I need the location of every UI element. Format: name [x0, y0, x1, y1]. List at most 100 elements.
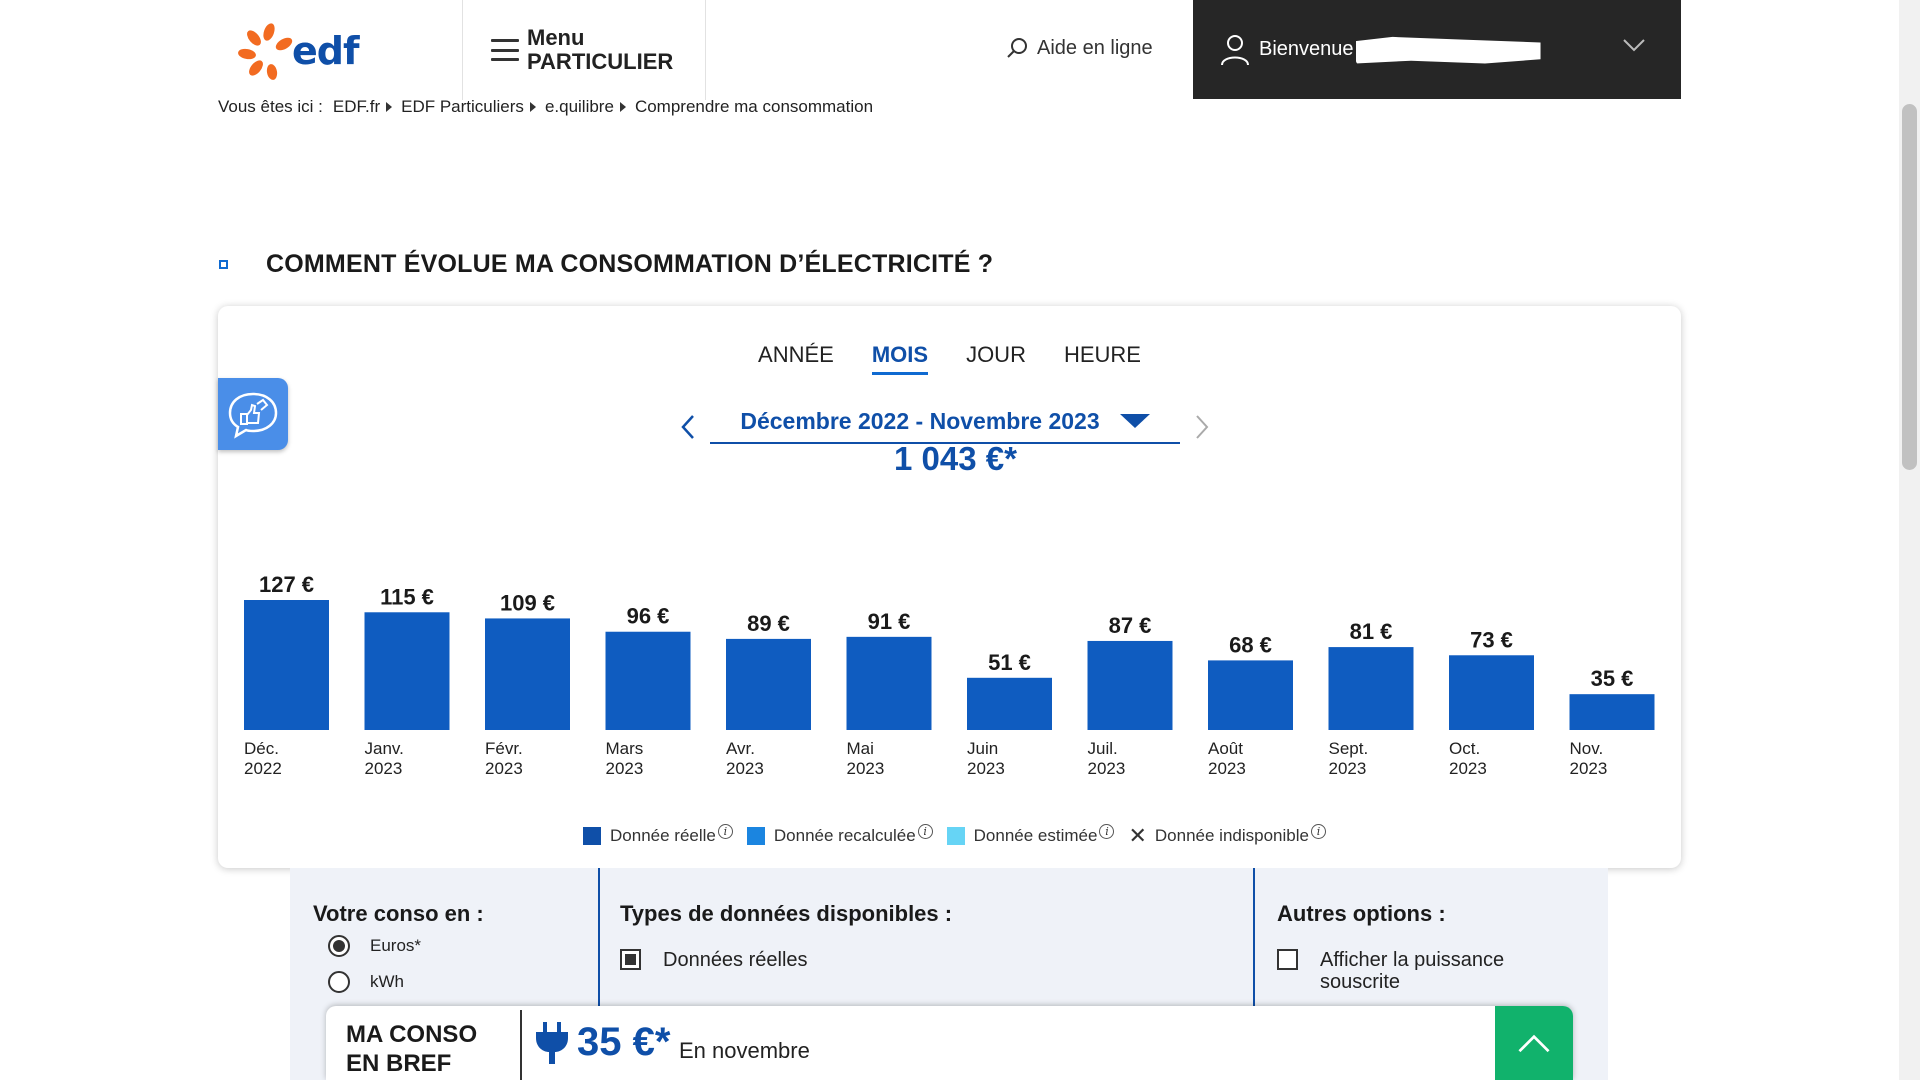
bar-value-label: 115 € — [380, 584, 434, 609]
unit-options: Votre conso en : Euros* kWh — [313, 868, 588, 1008]
edf-sun-icon — [238, 23, 293, 80]
chart-bar[interactable] — [1328, 647, 1414, 730]
divider — [520, 1010, 522, 1080]
chart-bar[interactable] — [1208, 660, 1293, 730]
legend-item-reelle: Donnée réelle i — [583, 823, 733, 846]
granularity-tabs: ANNÉE MOIS JOUR HEURE — [218, 342, 1681, 375]
hamburger-icon — [491, 39, 519, 61]
radio-kwh[interactable]: kWh — [313, 971, 588, 993]
section-title: COMMENT ÉVOLUE MA CONSOMMATION D’ÉLECTRI… — [266, 250, 994, 278]
feedback-thumbs-icon — [228, 392, 278, 439]
chart-bar[interactable] — [726, 638, 811, 730]
breadcrumb-current: Comprendre ma consommation — [634, 97, 874, 116]
tab-mois[interactable]: MOIS — [871, 342, 929, 375]
chart-bar[interactable] — [967, 677, 1052, 730]
expand-summary-button[interactable] — [1495, 1006, 1573, 1080]
edf-logo[interactable]: edf — [236, 22, 366, 80]
cross-icon: ✕ — [1128, 823, 1147, 848]
checkbox-puissance-souscrite[interactable]: Afficher la puissance souscrite — [1277, 949, 1597, 993]
summary-label-line1: MA CONSO — [346, 1021, 478, 1048]
legend-item-indisponible: ✕ Donnée indisponible i — [1128, 823, 1326, 848]
bar-value-label: 109 € — [500, 590, 555, 615]
consumption-chart-card: 127 € Déc. 2022 115 € Janv. 2023 109 € Févr. 202… — [218, 306, 1681, 868]
page-scrollbar[interactable] — [1899, 0, 1920, 1080]
chart-bar[interactable] — [244, 600, 329, 730]
data-type-options: Types de données disponibles : Données r… — [598, 868, 1255, 1008]
caret-down-icon — [1119, 414, 1150, 428]
breadcrumb-item[interactable]: EDF.fr — [332, 97, 381, 116]
legend-label: Donnée recalculée — [773, 826, 916, 845]
menu-button[interactable]: Menu PARTICULIER — [462, 0, 706, 100]
chart-bar[interactable] — [364, 612, 450, 730]
x-tick-label: 2023 — [485, 759, 523, 778]
x-tick-label: 2023 — [606, 759, 644, 778]
legend-label: Donnée estimée — [973, 826, 1098, 845]
welcome-label: Bienvenue — [1259, 38, 1354, 60]
chevron-left-icon[interactable] — [680, 414, 696, 440]
info-icon[interactable]: i — [917, 823, 933, 839]
checkbox-donnees-reelles[interactable]: Données réelles — [620, 949, 1253, 972]
summary-label-line2: EN BREF — [346, 1050, 452, 1077]
checkbox[interactable] — [1277, 949, 1298, 970]
user-menu[interactable]: Bienvenue — [1193, 0, 1681, 99]
x-tick-label: Août — [1208, 739, 1243, 758]
chart-bar[interactable] — [1449, 655, 1534, 730]
x-tick-label: 2023 — [1208, 759, 1246, 778]
period-selector: Décembre 2022 - Novembre 2023 — [680, 400, 1210, 444]
menu-sublabel: PARTICULIER — [527, 49, 674, 74]
summary-amount: 35 €* — [577, 1020, 671, 1064]
chart-bar[interactable] — [1087, 640, 1173, 730]
breadcrumb-lead: Vous êtes ici : — [218, 97, 323, 116]
chart-bar[interactable] — [485, 618, 570, 730]
breadcrumb: Vous êtes ici : EDF.fr EDF Particuliers … — [218, 97, 873, 117]
bar-value-label: 81 € — [1350, 619, 1393, 644]
breadcrumb-separator-icon — [529, 102, 536, 112]
bar-value-label: 87 € — [1109, 613, 1152, 638]
info-icon[interactable]: i — [717, 823, 733, 839]
chevron-right-icon[interactable] — [1194, 414, 1210, 440]
legend-label: Donnée réelle — [610, 826, 716, 845]
info-icon[interactable]: i — [1099, 823, 1115, 839]
checkbox[interactable] — [620, 949, 641, 970]
redacted-username — [1355, 36, 1541, 64]
bar-value-label: 96 € — [627, 604, 670, 629]
other-options: Autres options : Afficher la puissance s… — [1257, 868, 1597, 1008]
breadcrumb-item[interactable]: EDF Particuliers — [401, 97, 524, 116]
scrollbar-thumb[interactable] — [1902, 104, 1917, 470]
bar-value-label: 89 € — [747, 611, 790, 636]
chart-bar[interactable] — [605, 631, 691, 730]
x-tick-label: Nov. — [1570, 739, 1604, 758]
x-tick-label: 2023 — [365, 759, 403, 778]
x-tick-label: 2023 — [847, 759, 885, 778]
radio-button[interactable] — [328, 971, 350, 993]
period-dropdown[interactable]: Décembre 2022 - Novembre 2023 — [710, 400, 1180, 444]
radio-button[interactable] — [328, 935, 350, 957]
chart-bar[interactable] — [1569, 694, 1655, 730]
radio-label: Euros* — [370, 936, 422, 955]
legend-item-estimee: Donnée estimée i — [946, 823, 1115, 846]
radio-euros[interactable]: Euros* — [313, 935, 588, 957]
tab-jour[interactable]: JOUR — [966, 342, 1026, 367]
x-tick-label: Avr. — [726, 739, 755, 758]
tab-heure[interactable]: HEURE — [1063, 342, 1141, 367]
help-label: Aide en ligne — [1037, 36, 1153, 59]
info-icon[interactable]: i — [1310, 823, 1326, 839]
menu-label: Menu — [527, 25, 585, 50]
site-header: edf Menu PARTICULIER Aide en ligne Bienv… — [0, 0, 1920, 100]
feedback-button[interactable] — [218, 378, 288, 450]
help-link[interactable]: Aide en ligne — [1005, 36, 1153, 60]
checkbox-label: Afficher la puissance souscrite — [1320, 949, 1505, 993]
chart-bar[interactable] — [846, 636, 932, 730]
breadcrumb-item[interactable]: e.quilibre — [544, 97, 614, 116]
user-icon — [1221, 34, 1249, 65]
chevron-down-icon[interactable] — [1623, 38, 1645, 52]
x-tick-label: 2023 — [1329, 759, 1367, 778]
checkbox-label: Données réelles — [663, 949, 808, 971]
data-type-title: Types de données disponibles : — [620, 901, 953, 926]
tab-annee[interactable]: ANNÉE — [758, 342, 834, 367]
chart-legend: Donnée réelle i Donnée recalculée i Donn… — [218, 823, 1681, 848]
x-tick-label: 2023 — [1570, 759, 1608, 778]
x-tick-label: 2023 — [1449, 759, 1487, 778]
search-icon — [1007, 38, 1027, 58]
